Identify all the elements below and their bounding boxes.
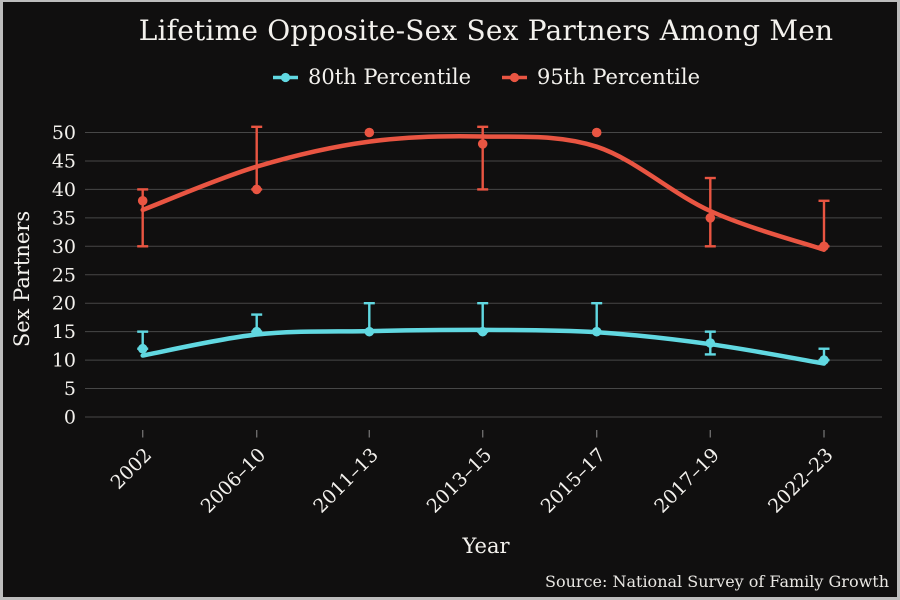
chart-canvas: 0 5 10 15 20 25 30 35 40 45 50 2002 2006–10 2011–13 20… [52,122,882,518]
data-point [364,326,375,337]
data-point [137,195,148,206]
data-point [477,139,488,149]
data-point [705,338,716,348]
y-tick-label: 0 [64,407,76,429]
x-tick-label: 2015–17 [537,444,611,518]
x-tick-label: 2002 [106,444,156,494]
data-point [251,326,262,337]
data-point [705,213,716,223]
data-point [591,326,602,337]
data-point [364,127,375,138]
legend-label-80th-percentile: 80th Percentile [307,65,471,89]
x-tick-label: 2022–23 [764,444,838,518]
point-with-line-marker-icon [272,72,298,82]
legend-item-95th-percentile: 95th Percentile [501,65,700,89]
y-tick-label: 10 [52,350,76,372]
y-tick-label: 30 [52,236,76,258]
y-tick-label: 20 [52,293,76,315]
x-tick-label: 2011–13 [309,444,383,518]
x-tick-label: 2006–10 [197,444,271,518]
y-axis-title: Sex Partners [10,210,34,348]
data-point [137,343,148,354]
y-tick-label: 35 [52,207,76,229]
chart-title: Lifetime Opposite-Sex Sex Partners Among… [138,14,834,47]
data-point [819,241,829,252]
trend-line [140,133,827,252]
y-tick-label: 15 [52,321,76,343]
data-point [477,326,488,337]
legend-item-80th-percentile: 80th Percentile [272,65,471,89]
data-point [591,127,602,138]
data-point [819,355,829,365]
x-tick-label: 2013–15 [423,444,497,518]
legend-label-95th-percentile: 95th Percentile [537,65,701,89]
y-tick-label: 25 [52,264,76,286]
y-tick-label: 45 [52,150,76,172]
y-tick-label: 50 [52,122,76,144]
data-point [251,184,262,195]
chart-legend: 80th Percentile 95th Percentile [86,65,886,89]
y-tick-label: 40 [52,179,76,201]
y-tick-label: 5 [64,378,76,400]
x-tick-label: 2017–19 [650,444,724,518]
x-axis-title: Year [462,534,510,558]
point-with-line-marker-icon [502,72,527,82]
source-credit: Source: National Survey of Family Growth [545,572,889,591]
